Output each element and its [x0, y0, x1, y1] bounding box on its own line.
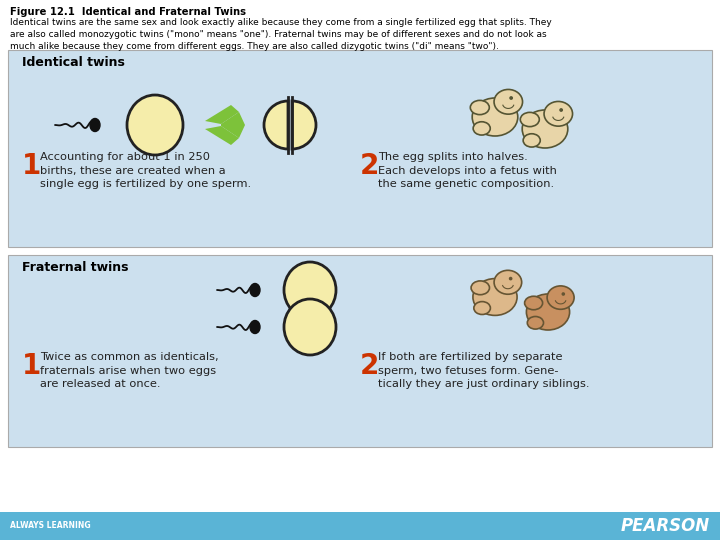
- Ellipse shape: [494, 271, 522, 294]
- Text: ALWAYS LEARNING: ALWAYS LEARNING: [10, 522, 91, 530]
- Bar: [8, 255, 712, 447]
- Text: The egg splits into halves.
Each develops into a fetus with
the same genetic com: The egg splits into halves. Each develop…: [378, 152, 557, 189]
- Text: Figure 12.1  Identical and Fraternal Twins: Figure 12.1 Identical and Fraternal Twin…: [10, 7, 246, 17]
- Text: Identical twins are the same sex and look exactly alike because they come from a: Identical twins are the same sex and loo…: [10, 18, 552, 51]
- Ellipse shape: [525, 296, 543, 310]
- Polygon shape: [221, 112, 245, 138]
- Ellipse shape: [284, 262, 336, 318]
- Ellipse shape: [90, 118, 100, 132]
- Text: Fraternal twins: Fraternal twins: [22, 261, 128, 274]
- Polygon shape: [205, 105, 239, 124]
- Ellipse shape: [544, 102, 572, 126]
- Text: 2: 2: [360, 352, 379, 380]
- Bar: [8, 50, 712, 247]
- Ellipse shape: [250, 284, 260, 296]
- Ellipse shape: [522, 110, 568, 148]
- Text: 2: 2: [360, 152, 379, 180]
- Ellipse shape: [527, 316, 544, 329]
- Ellipse shape: [559, 108, 563, 112]
- Wedge shape: [264, 101, 288, 149]
- Ellipse shape: [470, 100, 490, 114]
- Text: 1: 1: [22, 152, 41, 180]
- Wedge shape: [292, 101, 316, 149]
- Ellipse shape: [509, 96, 513, 100]
- Polygon shape: [205, 126, 239, 145]
- Ellipse shape: [471, 281, 490, 295]
- Ellipse shape: [473, 122, 490, 135]
- Ellipse shape: [250, 321, 260, 334]
- Text: If both are fertilized by separate
sperm, two fetuses form. Gene-
tically they a: If both are fertilized by separate sperm…: [378, 352, 590, 389]
- Text: Accounting for about 1 in 250
births, these are created when a
single egg is fer: Accounting for about 1 in 250 births, th…: [40, 152, 251, 189]
- Ellipse shape: [474, 302, 490, 314]
- Ellipse shape: [547, 286, 574, 309]
- Text: PEARSON: PEARSON: [621, 517, 710, 535]
- Bar: [0, 512, 720, 540]
- Ellipse shape: [509, 277, 513, 280]
- Ellipse shape: [562, 292, 565, 296]
- Ellipse shape: [526, 294, 570, 330]
- Ellipse shape: [521, 112, 539, 126]
- Ellipse shape: [127, 95, 183, 155]
- Ellipse shape: [523, 134, 540, 147]
- Ellipse shape: [494, 90, 523, 114]
- Ellipse shape: [473, 279, 517, 315]
- Ellipse shape: [472, 98, 518, 136]
- Ellipse shape: [284, 299, 336, 355]
- Text: Identical twins: Identical twins: [22, 56, 125, 69]
- Text: Twice as common as identicals,
fraternals arise when two eggs
are released at on: Twice as common as identicals, fraternal…: [40, 352, 219, 389]
- Text: 1: 1: [22, 352, 41, 380]
